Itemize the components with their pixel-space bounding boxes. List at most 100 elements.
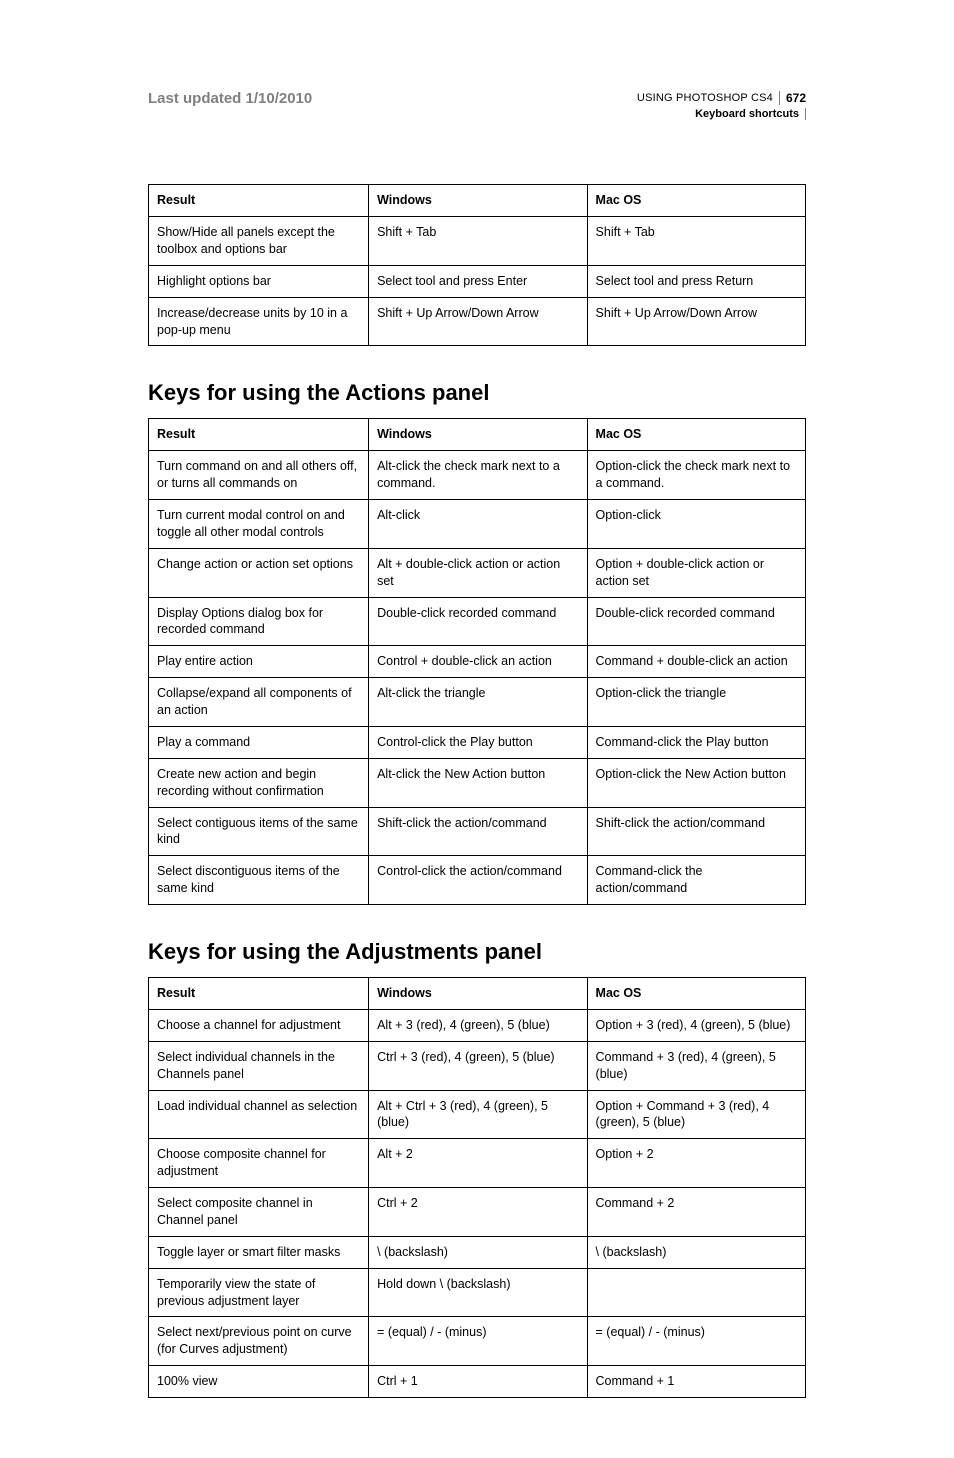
table-row: Select contiguous items of the same kind… [149, 807, 806, 856]
table-header-row: Result Windows Mac OS [149, 185, 806, 217]
table-row: Collapse/expand all components of an act… [149, 678, 806, 727]
table-cell: Option + Command + 3 (red), 4 (green), 5… [587, 1090, 805, 1139]
table-row: Select individual channels in the Channe… [149, 1041, 806, 1090]
table-row: Show/Hide all panels except the toolbox … [149, 217, 806, 266]
table-cell: Shift + Tab [587, 217, 805, 266]
table-cell: Display Options dialog box for recorded … [149, 597, 369, 646]
table-cell: Change action or action set options [149, 548, 369, 597]
header-right: USING PHOTOSHOP CS4 672 Keyboard shortcu… [637, 90, 806, 122]
table-header-row: Result Windows Mac OS [149, 419, 806, 451]
table-row: Choose composite channel for adjustmentA… [149, 1139, 806, 1188]
table-row: Toggle layer or smart filter masks\ (bac… [149, 1236, 806, 1268]
table-cell: Play entire action [149, 646, 369, 678]
last-updated: Last updated 1/10/2010 [148, 90, 312, 107]
table-cell: Alt-click [369, 500, 587, 549]
table-cell: Ctrl + 1 [369, 1366, 587, 1398]
table-cell: Option + double-click action or action s… [587, 548, 805, 597]
table-cell: Turn command on and all others off, or t… [149, 451, 369, 500]
table-cell: Collapse/expand all components of an act… [149, 678, 369, 727]
table-row: Create new action and begin recording wi… [149, 758, 806, 807]
table-cell: Shift + Up Arrow/Down Arrow [587, 297, 805, 346]
table-cell: Temporarily view the state of previous a… [149, 1268, 369, 1317]
table-row: Select discontiguous items of the same k… [149, 856, 806, 905]
page: Last updated 1/10/2010 USING PHOTOSHOP C… [0, 0, 954, 1458]
table-cell: Highlight options bar [149, 265, 369, 297]
table-row: Turn command on and all others off, or t… [149, 451, 806, 500]
table-cell: Choose a channel for adjustment [149, 1009, 369, 1041]
table-cell: Select contiguous items of the same kind [149, 807, 369, 856]
table-cell: \ (backslash) [587, 1236, 805, 1268]
table-cell: Play a command [149, 726, 369, 758]
header-right-line1: USING PHOTOSHOP CS4 672 [637, 90, 806, 107]
table-cell: Option-click the New Action button [587, 758, 805, 807]
shortcuts-table-general: Result Windows Mac OS Show/Hide all pane… [148, 184, 806, 346]
header-subtitle-row: Keyboard shortcuts [695, 107, 806, 122]
table-cell: Select tool and press Enter [369, 265, 587, 297]
table-cell: Select discontiguous items of the same k… [149, 856, 369, 905]
table-row: 100% viewCtrl + 1Command + 1 [149, 1366, 806, 1398]
table-cell: Command + 1 [587, 1366, 805, 1398]
table-cell: Control-click the Play button [369, 726, 587, 758]
shortcuts-table-adjustments: Result Windows Mac OS Choose a channel f… [148, 977, 806, 1398]
table-header-row: Result Windows Mac OS [149, 978, 806, 1010]
table-cell: Ctrl + 2 [369, 1188, 587, 1237]
col-result: Result [149, 419, 369, 451]
table-cell: Alt + 2 [369, 1139, 587, 1188]
section-title-actions: Keys for using the Actions panel [148, 380, 806, 406]
table-cell: Control + double-click an action [369, 646, 587, 678]
col-result: Result [149, 978, 369, 1010]
table-cell: Option + 3 (red), 4 (green), 5 (blue) [587, 1009, 805, 1041]
table-cell: Double-click recorded command [587, 597, 805, 646]
table-cell: Command-click the action/command [587, 856, 805, 905]
table-cell: Alt + 3 (red), 4 (green), 5 (blue) [369, 1009, 587, 1041]
table-cell: Command-click the Play button [587, 726, 805, 758]
page-header: Last updated 1/10/2010 USING PHOTOSHOP C… [148, 90, 806, 122]
table-cell: \ (backslash) [369, 1236, 587, 1268]
table-cell: Option-click [587, 500, 805, 549]
table-row: Play a commandControl-click the Play but… [149, 726, 806, 758]
col-result: Result [149, 185, 369, 217]
table-cell: = (equal) / - (minus) [369, 1317, 587, 1366]
table-cell: Alt + double-click action or action set [369, 548, 587, 597]
header-subtitle: Keyboard shortcuts [695, 107, 799, 122]
table-cell: = (equal) / - (minus) [587, 1317, 805, 1366]
table-cell: Shift + Tab [369, 217, 587, 266]
table-row: Select next/previous point on curve (for… [149, 1317, 806, 1366]
table-cell: Turn current modal control on and toggle… [149, 500, 369, 549]
table-row: Increase/decrease units by 10 in a pop-u… [149, 297, 806, 346]
table-cell: Load individual channel as selection [149, 1090, 369, 1139]
table-cell: Toggle layer or smart filter masks [149, 1236, 369, 1268]
section-title-adjustments: Keys for using the Adjustments panel [148, 939, 806, 965]
table-cell: Select composite channel in Channel pane… [149, 1188, 369, 1237]
header-divider-icon [779, 91, 780, 105]
col-windows: Windows [369, 419, 587, 451]
table-row: Highlight options barSelect tool and pre… [149, 265, 806, 297]
table-cell: Alt-click the triangle [369, 678, 587, 727]
table-cell: Ctrl + 3 (red), 4 (green), 5 (blue) [369, 1041, 587, 1090]
table-cell: Create new action and begin recording wi… [149, 758, 369, 807]
table-cell: Shift-click the action/command [587, 807, 805, 856]
table-cell: Option + 2 [587, 1139, 805, 1188]
using-title: USING PHOTOSHOP CS4 [637, 91, 773, 106]
table-cell: Alt-click the New Action button [369, 758, 587, 807]
table-row: Turn current modal control on and toggle… [149, 500, 806, 549]
table-cell: Choose composite channel for adjustment [149, 1139, 369, 1188]
table-cell: Show/Hide all panels except the toolbox … [149, 217, 369, 266]
col-macos: Mac OS [587, 419, 805, 451]
table-cell: 100% view [149, 1366, 369, 1398]
page-number: 672 [786, 90, 806, 107]
table-cell: Option-click the triangle [587, 678, 805, 727]
table-cell: Increase/decrease units by 10 in a pop-u… [149, 297, 369, 346]
table-cell: Command + double-click an action [587, 646, 805, 678]
table-cell: Shift + Up Arrow/Down Arrow [369, 297, 587, 346]
col-windows: Windows [369, 185, 587, 217]
table-cell: Command + 2 [587, 1188, 805, 1237]
table-cell: Command + 3 (red), 4 (green), 5 (blue) [587, 1041, 805, 1090]
table-cell: Double-click recorded command [369, 597, 587, 646]
table-cell: Alt + Ctrl + 3 (red), 4 (green), 5 (blue… [369, 1090, 587, 1139]
col-windows: Windows [369, 978, 587, 1010]
table-row: Display Options dialog box for recorded … [149, 597, 806, 646]
table-cell: Control-click the action/command [369, 856, 587, 905]
table-row: Change action or action set optionsAlt +… [149, 548, 806, 597]
table-cell: Option-click the check mark next to a co… [587, 451, 805, 500]
